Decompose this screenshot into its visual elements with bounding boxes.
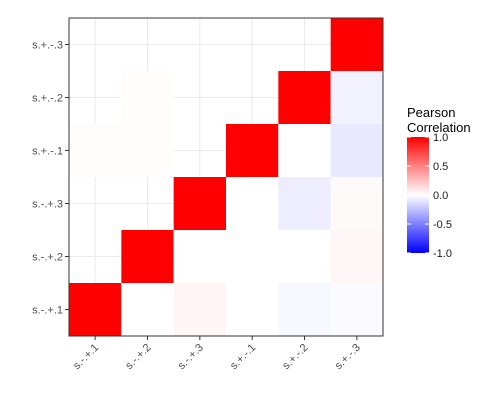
x-tick-label: s.+.-.3 xyxy=(333,342,363,372)
heatmap-cell xyxy=(121,283,174,336)
heatmap-cell xyxy=(278,177,331,230)
heatmap-cell xyxy=(278,71,331,124)
heatmap-cell xyxy=(173,283,226,336)
legend-tick-label: -1.0 xyxy=(433,248,452,260)
heatmap-cell xyxy=(173,177,226,230)
y-tick-label: s.-.+.3 xyxy=(32,199,63,211)
y-tick-label: s.+.-.3 xyxy=(32,40,63,52)
panel-border xyxy=(68,17,384,337)
x-tick-label: s.+.-.2 xyxy=(280,342,310,372)
legend-tick-label: 0.5 xyxy=(433,161,448,173)
y-tick-label: s.-.+.2 xyxy=(32,252,63,264)
heatmap-cell xyxy=(330,71,383,124)
heatmap-cell xyxy=(330,177,383,230)
heatmap-cell xyxy=(69,283,122,336)
heatmap-cell xyxy=(226,230,279,283)
heatmap-cell xyxy=(226,124,279,177)
x-tick-label: s.+.-.1 xyxy=(228,342,258,372)
legend-title: Pearson xyxy=(407,105,455,120)
heatmap-cell xyxy=(121,124,174,177)
heatmap-cell xyxy=(278,124,331,177)
legend-colorbar xyxy=(407,137,429,253)
heatmap-cell xyxy=(69,124,122,177)
y-tick-label: s.-.+.1 xyxy=(32,305,63,317)
legend-tick-label: 1.0 xyxy=(433,132,448,144)
heatmap-cell xyxy=(278,283,331,336)
x-tick-label: s.-.+.3 xyxy=(176,342,206,372)
x-tick-label: s.-.+.1 xyxy=(71,342,101,372)
y-axis: s.-.+.1 s.-.+.2 s.-.+.3 s.+.-.1 s.+.-.2 s.+.-… xyxy=(32,40,69,317)
heatmap-cell xyxy=(226,283,279,336)
heatmap-cells xyxy=(68,17,384,337)
legend-tick-label: -0.5 xyxy=(433,219,452,231)
heatmap-cell xyxy=(330,230,383,283)
legend-title: Correlation xyxy=(407,120,471,135)
heatmap-cell xyxy=(173,230,226,283)
heatmap-cell xyxy=(330,18,383,71)
heatmap-cell xyxy=(121,230,174,283)
y-tick-label: s.+.-.2 xyxy=(32,93,63,105)
legend-tick-label: 0.0 xyxy=(433,190,448,202)
heatmap-cell xyxy=(330,283,383,336)
heatmap-cell xyxy=(278,230,331,283)
y-tick-label: s.+.-.1 xyxy=(32,146,63,158)
x-axis: s.-.+.1 s.-.+.2 s.-.+.3 s.+.-.1 s.+.-.2 s.+.-… xyxy=(71,336,363,372)
heatmap-cell xyxy=(226,177,279,230)
x-tick-label: s.-.+.2 xyxy=(123,342,153,372)
heatmap-cell xyxy=(121,71,174,124)
heatmap-cell xyxy=(330,124,383,177)
